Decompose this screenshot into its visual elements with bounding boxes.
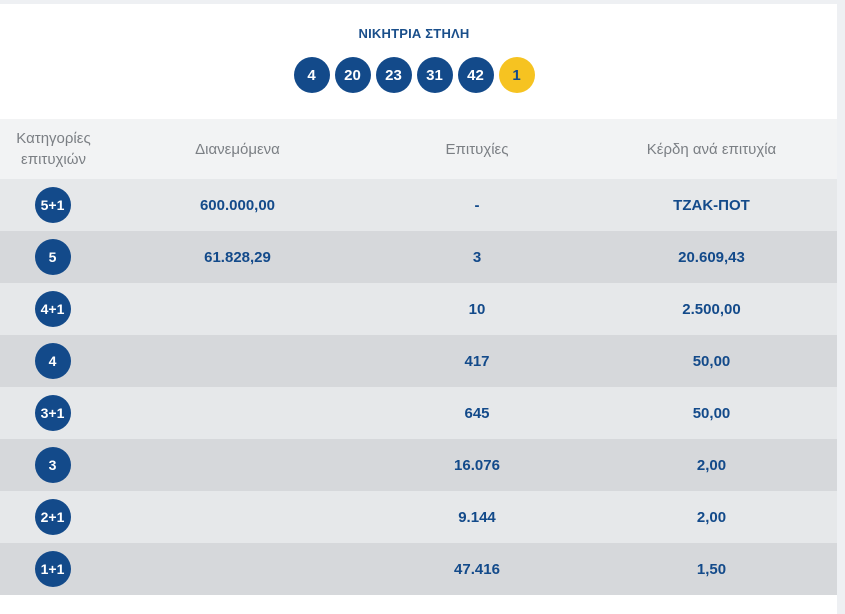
category-badge: 5+1: [34, 187, 71, 223]
winning-number-ball: 42: [457, 57, 494, 93]
prize-table-header: Κατηγορίες επιτυχιών Διανεμόμενα Επιτυχί…: [0, 119, 837, 179]
table-row: 2+1 9.144 2,00: [0, 491, 837, 543]
winning-number-ball: 31: [416, 57, 453, 93]
winners-count: 417: [464, 352, 490, 370]
table-row: 5+1 600.000,00 - ΤΖΑΚ-ΠΟΤ: [0, 179, 837, 231]
header-distributed: Διανεμόμενα: [195, 140, 280, 158]
category-badge: 5: [34, 239, 71, 275]
winning-numbers: 4 20 23 31 42 1: [0, 57, 828, 93]
prize-per-winner: 2.500,00: [682, 300, 741, 318]
table-row: 4 417 50,00: [0, 335, 837, 387]
winners-count: 645: [464, 404, 490, 422]
prize-table: Κατηγορίες επιτυχιών Διανεμόμενα Επιτυχί…: [0, 119, 837, 595]
winning-number-ball: 20: [334, 57, 371, 93]
category-badge: 3+1: [34, 395, 71, 431]
table-row: 3+1 645 50,00: [0, 387, 837, 439]
prize-per-winner: 2,00: [696, 456, 727, 474]
category-badge: 4: [34, 343, 71, 379]
category-badge: 4+1: [34, 291, 71, 327]
prize-per-winner: 2,00: [696, 508, 727, 526]
header-category: Κατηγορίες επιτυχιών: [16, 130, 91, 168]
table-row: 3 16.076 2,00: [0, 439, 837, 491]
joker-number-ball: 1: [498, 57, 535, 93]
prize-per-winner: ΤΖΑΚ-ΠΟΤ: [673, 196, 750, 214]
category-badge: 3: [34, 447, 71, 483]
prize-per-winner: 1,50: [696, 560, 727, 578]
table-row: 4+1 10 2.500,00: [0, 283, 837, 335]
winners-count: -: [474, 196, 480, 214]
winners-count: 3: [472, 248, 482, 266]
winners-count: 10: [468, 300, 486, 318]
winners-count: 9.144: [458, 508, 496, 526]
distributed-amount: 61.828,29: [204, 248, 271, 266]
winners-count: 47.416: [454, 560, 500, 578]
prize-per-winner: 50,00: [692, 352, 731, 370]
header-prize: Κέρδη ανά επιτυχία: [646, 140, 777, 158]
winning-number-ball: 23: [375, 57, 412, 93]
prize-per-winner: 20.609,43: [678, 248, 745, 266]
winning-column-title: ΝΙΚΗΤΡΙΑ ΣΤΗΛΗ: [358, 26, 470, 41]
category-badge: 1+1: [34, 551, 71, 587]
prize-per-winner: 50,00: [692, 404, 731, 422]
winning-number-ball: 4: [293, 57, 330, 93]
table-row: 1+1 47.416 1,50: [0, 543, 837, 595]
distributed-amount: 600.000,00: [199, 196, 276, 214]
top-divider: [0, 0, 837, 4]
header-winners: Επιτυχίες: [445, 140, 509, 158]
table-row: 5 61.828,29 3 20.609,43: [0, 231, 837, 283]
category-badge: 2+1: [34, 499, 71, 535]
winners-count: 16.076: [454, 456, 500, 474]
